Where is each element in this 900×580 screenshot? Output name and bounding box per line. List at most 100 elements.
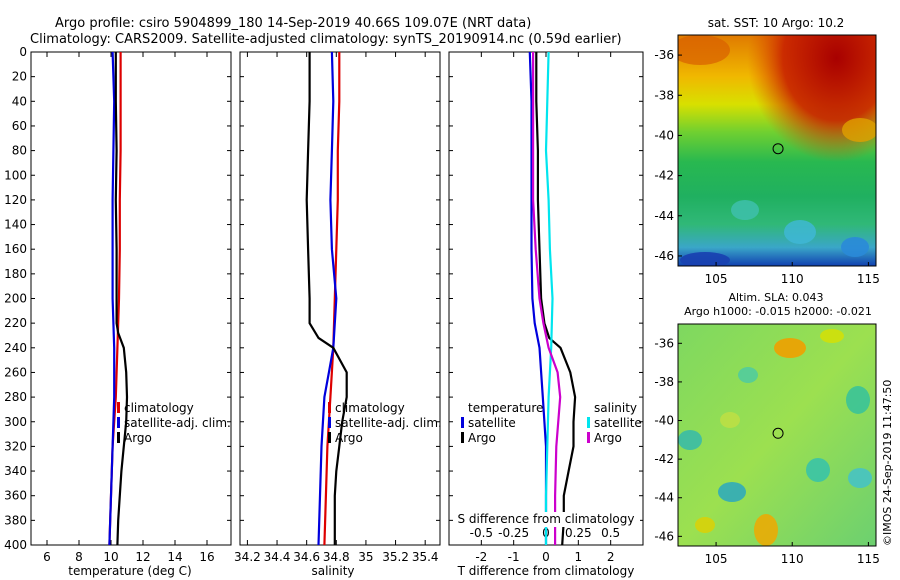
series-line-satellite-adj-clim- xyxy=(317,51,338,546)
depth-tick-label: 300 xyxy=(4,415,27,429)
figure-subtitle: Climatology: CARS2009. Satellite-adjuste… xyxy=(30,32,622,47)
x-tick-label: 35.4 xyxy=(412,550,439,564)
salinity-xlabel: salinity xyxy=(311,564,354,578)
sst-warm-patch xyxy=(678,35,876,266)
figure-title: Argo profile: csiro 5904899_180 14-Sep-2… xyxy=(55,16,531,31)
map-x-tick-label: 105 xyxy=(705,272,728,286)
legend-label-argo: Argo xyxy=(335,431,363,445)
s-tick-label: 0.5 xyxy=(601,526,620,540)
s-tick-label: -0.25 xyxy=(498,526,529,540)
legend-label-climatology: climatology xyxy=(335,401,405,415)
depth-tick-label: 180 xyxy=(4,267,27,281)
x-tick-label: 34.2 xyxy=(234,550,261,564)
sst-patch xyxy=(731,200,759,220)
depth-axis: 0 20 40 60 80 100 120 140 160 180 200 220 240 260 280 3… xyxy=(4,45,27,552)
x-tick-label: 8 xyxy=(75,550,83,564)
depth-tick-label: 100 xyxy=(4,168,27,182)
x-tick-label: -1 xyxy=(508,550,520,564)
map-y-tick-label: -42 xyxy=(654,452,674,466)
x-tick-label: 35.2 xyxy=(382,550,409,564)
legend-label-s-satellite: satellite xyxy=(594,416,642,430)
depth-tick-label: 20 xyxy=(12,70,27,84)
depth-tick-label: 60 xyxy=(12,119,27,133)
legend-swatch-s-argo xyxy=(587,432,590,443)
x-tick-label: 0 xyxy=(542,550,550,564)
legend-label-satellite: satellite-adj. clim. xyxy=(335,416,442,430)
depth-tick-label: 320 xyxy=(4,439,27,453)
sst-map-ticks: 105 110 115 -36 -38 -40 -42 -44 -46 xyxy=(654,48,879,286)
map-y-tick-label: -36 xyxy=(654,336,674,350)
legend-swatch-satellite xyxy=(328,417,331,428)
legend-label-satellite: satellite-adj. clim. xyxy=(124,416,231,430)
sla-patch xyxy=(754,514,778,546)
legend-label-t-argo: Argo xyxy=(468,431,496,445)
legend-title-salinity: salinity xyxy=(594,401,637,415)
argo-location-marker xyxy=(772,143,784,155)
legend-title-temperature: temperature xyxy=(468,401,543,415)
legend-swatch-t-satellite xyxy=(461,417,464,428)
series-line-argo xyxy=(305,52,348,545)
depth-tick-label: 140 xyxy=(4,218,27,232)
map-x-tick-label: 110 xyxy=(781,552,804,566)
x-tick-label: 34.6 xyxy=(293,550,320,564)
depth-tick-label: 0 xyxy=(19,45,27,59)
series-line-s-argo xyxy=(531,52,562,545)
sla-map-ticks: 105 110 115 -36 -38 -40 -42 -44 -46 xyxy=(654,336,879,566)
legend-swatch-climatology xyxy=(117,402,120,413)
s-tick-label: -0.5 xyxy=(470,526,493,540)
x-tick-label: 1 xyxy=(575,550,583,564)
x-tick-label: 10 xyxy=(103,550,118,564)
map-y-tick-label: -44 xyxy=(654,491,674,505)
depth-tick-label: 120 xyxy=(4,193,27,207)
plot-frame xyxy=(30,51,232,546)
sla-map-title: Altim. SLA: 0.043 xyxy=(728,291,823,304)
map-y-tick-label: -46 xyxy=(654,529,674,543)
legend-label-argo: Argo xyxy=(124,431,152,445)
depth-tick-label: 40 xyxy=(12,94,27,108)
sla-map-subtitle: Argo h1000: -0.015 h2000: -0.021 xyxy=(684,305,872,318)
map-y-tick-label: -38 xyxy=(654,375,674,389)
sla-patch xyxy=(720,412,740,428)
sst-patch xyxy=(784,220,816,244)
salinity-panel: 34.2 34.4 34.6 34.8 35 35.2 35.4 xyxy=(234,51,441,564)
depth-tick-label: 240 xyxy=(4,341,27,355)
map-y-tick-label: -44 xyxy=(654,209,674,223)
x-tick-label: 16 xyxy=(199,550,214,564)
series-line-satellite-adj-clim- xyxy=(108,51,116,546)
sla-map: Altim. SLA: 0.043 Argo h1000: -0.015 h20… xyxy=(654,291,879,566)
salinity-legend: climatology satellite-adj. clim. Argo xyxy=(328,401,442,445)
legend-swatch-climatology xyxy=(328,402,331,413)
legend-swatch-t-argo xyxy=(461,432,464,443)
sla-map-frame xyxy=(677,323,877,547)
x-tick-label: 14 xyxy=(167,550,182,564)
sla-patch xyxy=(774,338,806,358)
sst-map-frame xyxy=(677,34,877,267)
credit-text: ©IMOS 24-Sep-2019 11:47:50 xyxy=(881,380,894,546)
series-line-s-satellite xyxy=(544,51,554,545)
sst-patch xyxy=(841,237,869,257)
sla-patch xyxy=(695,517,715,533)
legend-label-climatology: climatology xyxy=(124,401,194,415)
sla-field xyxy=(678,324,876,546)
sst-patch xyxy=(842,118,876,142)
legend-label-t-satellite: satellite xyxy=(468,416,516,430)
s-axis-label-bg xyxy=(454,512,640,527)
sla-patch xyxy=(846,386,870,414)
difference-legend: temperature satellite Argo salinity sate… xyxy=(461,401,642,445)
argo-location-marker xyxy=(772,427,784,439)
depth-tick-label: 400 xyxy=(4,538,27,552)
sla-patch xyxy=(738,367,758,383)
depth-tick-label: 200 xyxy=(4,292,27,306)
difference-panel: -2 -1 0 1 2-0.5 -0.25 0 0.25 0.5 xyxy=(448,51,644,564)
sla-patch xyxy=(820,329,844,343)
legend-swatch-argo xyxy=(117,432,120,443)
map-y-tick-label: -38 xyxy=(654,88,674,102)
map-y-tick-label: -36 xyxy=(654,48,674,62)
sst-map-title: sat. SST: 10 Argo: 10.2 xyxy=(708,16,845,30)
series-line-climatology xyxy=(323,52,341,546)
sla-patch xyxy=(806,458,830,482)
map-y-tick-label: -40 xyxy=(654,128,674,142)
depth-tick-label: 80 xyxy=(12,144,27,158)
x-tick-label: 34.8 xyxy=(323,550,350,564)
